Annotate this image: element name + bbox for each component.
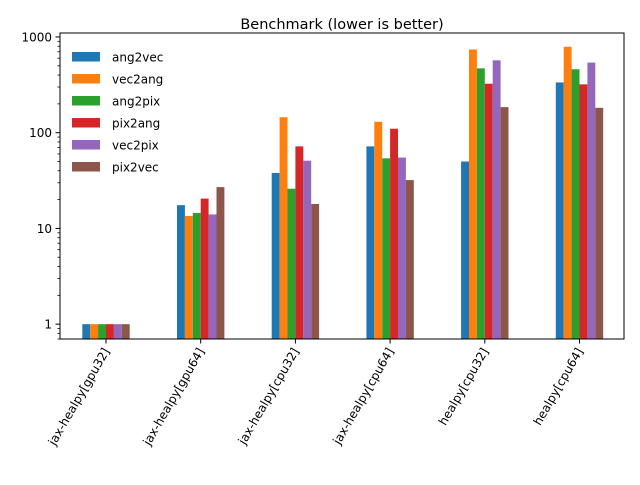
x-tick-label-2: jax-healpy[cpu32]	[235, 346, 302, 448]
bar-ang2pix-0	[98, 324, 106, 339]
bar-pix2vec-5	[595, 107, 604, 339]
bar-ang2pix-1	[192, 212, 201, 339]
bars	[82, 46, 604, 340]
legend-label-vec2ang: vec2ang	[112, 73, 163, 87]
legend-label-pix2vec: pix2vec	[112, 161, 159, 175]
bar-vec2ang-2	[279, 117, 288, 339]
bar-ang2vec-4	[461, 161, 469, 339]
bar-vec2ang-4	[469, 49, 477, 339]
y-tick-label-1: 10	[37, 222, 52, 236]
bar-ang2pix-4	[476, 68, 485, 339]
bar-pix2ang-3	[390, 128, 398, 339]
x-tick-label-4: healpy[cpu32]	[436, 346, 492, 428]
bar-pix2ang-0	[106, 324, 114, 339]
x-axis: jax-healpy[gpu32] jax-healpy[gpu64] jax-he…	[45, 339, 586, 449]
bar-ang2vec-2	[271, 172, 280, 339]
legend-swatch-vec2ang	[72, 74, 100, 84]
bar-pix2vec-0	[121, 324, 130, 339]
plot-frame	[59, 32, 625, 340]
bar-pix2vec-2	[311, 204, 320, 339]
bar-pix2vec-4	[500, 107, 509, 340]
bar-pix2ang-5	[579, 84, 588, 339]
bar-vec2pix-2	[303, 160, 312, 339]
y-tick-label-0: 1	[44, 318, 52, 332]
bar-vec2pix-0	[113, 324, 122, 339]
x-tick-label-0: jax-healpy[gpu32]	[45, 346, 113, 449]
y-axis: 1 10 100 1000	[21, 30, 60, 340]
bar-pix2vec-1	[216, 187, 225, 339]
legend-swatch-ang2pix	[72, 96, 100, 106]
chart-title: Benchmark (lower is better)	[240, 17, 443, 33]
legend: ang2vec vec2ang ang2pix pix2ang vec2pix pix2v…	[72, 51, 163, 175]
bar-pix2ang-4	[484, 83, 493, 339]
bar-ang2pix-2	[287, 188, 296, 339]
y-tick-label-3: 1000	[21, 30, 52, 44]
bar-ang2vec-3	[366, 146, 375, 339]
legend-label-vec2pix: vec2pix	[112, 139, 159, 153]
bar-vec2pix-5	[587, 62, 596, 339]
bar-vec2pix-4	[492, 60, 501, 339]
legend-swatch-pix2ang	[72, 118, 100, 128]
bar-vec2ang-1	[184, 215, 193, 339]
legend-label-pix2ang: pix2ang	[112, 117, 160, 131]
legend-label-ang2pix: ang2pix	[112, 95, 160, 109]
bar-vec2ang-0	[90, 324, 99, 339]
bar-ang2vec-5	[555, 82, 564, 340]
y-tick-label-2: 100	[29, 126, 52, 140]
legend-label-ang2vec: ang2vec	[112, 51, 163, 65]
bar-ang2pix-5	[571, 69, 580, 339]
bar-vec2ang-3	[374, 121, 383, 339]
x-tick-label-5: healpy[cpu64]	[531, 346, 587, 428]
bar-vec2ang-5	[563, 46, 572, 339]
bar-pix2ang-2	[295, 146, 304, 339]
bar-vec2pix-3	[398, 157, 406, 339]
bar-pix2ang-1	[200, 198, 209, 339]
bar-ang2vec-1	[177, 205, 185, 339]
legend-swatch-pix2vec	[72, 162, 100, 172]
bar-pix2vec-3	[405, 180, 414, 339]
x-tick-label-3: jax-healpy[cpu64]	[330, 346, 397, 448]
x-tick-label-1: jax-healpy[gpu64]	[140, 346, 208, 449]
bar-vec2pix-1	[208, 214, 217, 339]
legend-swatch-vec2pix	[72, 140, 100, 150]
bar-ang2vec-0	[82, 324, 91, 339]
legend-swatch-ang2vec	[72, 52, 100, 62]
bar-ang2pix-3	[382, 158, 391, 339]
